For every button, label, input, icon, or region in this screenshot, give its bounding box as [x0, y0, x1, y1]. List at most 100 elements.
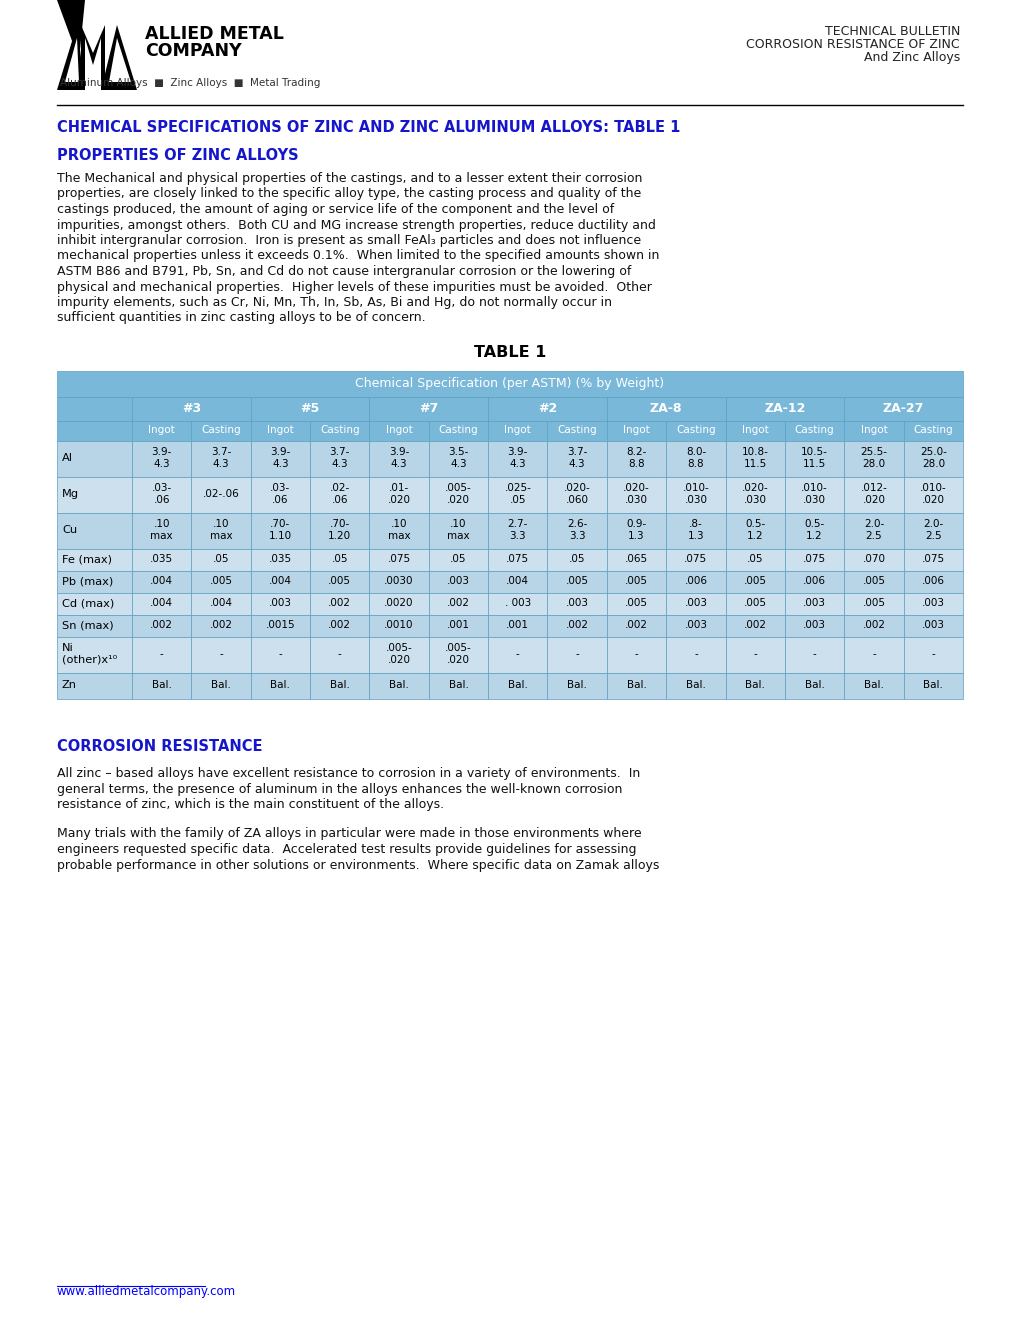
Text: #5: #5 — [301, 401, 319, 414]
Text: .0010: .0010 — [384, 620, 414, 630]
Text: 2.0-
2.5: 2.0- 2.5 — [922, 519, 943, 541]
Bar — [369, 441, 428, 477]
Bar — [844, 593, 903, 615]
Text: .003: .003 — [684, 598, 707, 609]
Bar — [369, 572, 428, 593]
Text: castings produced, the amount of aging or service life of the component and the : castings produced, the amount of aging o… — [57, 203, 613, 216]
Bar — [844, 615, 903, 638]
Text: .05: .05 — [746, 554, 763, 564]
Text: Ingot: Ingot — [741, 425, 768, 436]
Text: .065: .065 — [625, 554, 647, 564]
Text: .002: .002 — [209, 620, 232, 630]
Text: 8.0-
8.8: 8.0- 8.8 — [685, 447, 705, 469]
Bar — [606, 441, 665, 477]
Bar — [369, 638, 428, 673]
Bar — [547, 513, 606, 549]
Bar — [606, 421, 665, 441]
Text: .003: .003 — [446, 576, 470, 586]
Text: #3: #3 — [181, 401, 201, 414]
Bar — [428, 477, 488, 513]
Text: Ingot: Ingot — [148, 425, 175, 436]
Text: 3.5-
4.3: 3.5- 4.3 — [447, 447, 468, 469]
Text: www.alliedmetalcompany.com: www.alliedmetalcompany.com — [57, 1284, 235, 1298]
Text: Fe (max): Fe (max) — [62, 554, 112, 564]
Bar — [547, 441, 606, 477]
Text: .002: .002 — [446, 598, 470, 609]
Text: Bal.: Bal. — [507, 680, 527, 690]
Text: . 003: . 003 — [504, 598, 531, 609]
Text: 10.5-
11.5: 10.5- 11.5 — [800, 447, 827, 469]
Bar — [785, 638, 844, 673]
Text: -: - — [575, 649, 579, 659]
Polygon shape — [57, 0, 85, 59]
Text: -: - — [812, 649, 815, 659]
Bar — [547, 421, 606, 441]
Text: And Zinc Alloys: And Zinc Alloys — [863, 51, 959, 63]
Text: Zn: Zn — [62, 680, 76, 690]
Bar — [903, 638, 962, 673]
Bar — [428, 572, 488, 593]
Text: CORROSION RESISTANCE: CORROSION RESISTANCE — [57, 739, 262, 754]
Bar — [428, 593, 488, 615]
Bar — [844, 572, 903, 593]
Text: PROPERTIES OF ZINC ALLOYS: PROPERTIES OF ZINC ALLOYS — [57, 148, 299, 162]
Text: .10
max: .10 max — [210, 519, 232, 541]
Bar — [57, 673, 131, 700]
Text: .002: .002 — [625, 620, 647, 630]
Bar — [785, 593, 844, 615]
Bar — [192, 513, 251, 549]
Bar — [844, 673, 903, 700]
Text: .05: .05 — [331, 554, 347, 564]
Bar — [131, 593, 192, 615]
Bar — [488, 572, 547, 593]
Text: Casting: Casting — [676, 425, 715, 436]
Text: .010-
.030: .010- .030 — [801, 483, 827, 504]
Bar — [606, 572, 665, 593]
Bar — [131, 441, 192, 477]
Text: Casting: Casting — [794, 425, 834, 436]
Bar — [192, 421, 251, 441]
Text: Bal.: Bal. — [152, 680, 171, 690]
Text: .03-
.06: .03- .06 — [270, 483, 290, 504]
Text: impurity elements, such as Cr, Ni, Mn, Th, In, Sb, As, Bi and Hg, do not normall: impurity elements, such as Cr, Ni, Mn, T… — [57, 296, 611, 309]
Text: 2.6-
3.3: 2.6- 3.3 — [567, 519, 587, 541]
Text: 3.7-
4.3: 3.7- 4.3 — [211, 447, 231, 469]
Text: .002: .002 — [150, 620, 173, 630]
Bar — [369, 421, 428, 441]
Text: resistance of zinc, which is the main constituent of the alloys.: resistance of zinc, which is the main co… — [57, 799, 443, 810]
Text: Casting: Casting — [438, 425, 478, 436]
Bar — [665, 477, 725, 513]
Bar — [428, 441, 488, 477]
Text: .005-
.020: .005- .020 — [444, 643, 472, 665]
Text: Ingot: Ingot — [623, 425, 649, 436]
Bar — [428, 421, 488, 441]
Bar — [192, 638, 251, 673]
Text: -: - — [753, 649, 756, 659]
Bar — [251, 513, 310, 549]
Bar — [606, 615, 665, 638]
Text: 3.9-
4.3: 3.9- 4.3 — [388, 447, 409, 469]
Text: .005: .005 — [566, 576, 588, 586]
Text: .035: .035 — [269, 554, 291, 564]
Text: .03-
.06: .03- .06 — [152, 483, 171, 504]
Bar — [844, 638, 903, 673]
Text: sufficient quantities in zinc casting alloys to be of concern.: sufficient quantities in zinc casting al… — [57, 312, 425, 325]
Text: .005: .005 — [328, 576, 351, 586]
Text: 3.9-
4.3: 3.9- 4.3 — [152, 447, 171, 469]
Text: properties, are closely linked to the specific alloy type, the casting process a: properties, are closely linked to the sp… — [57, 187, 641, 201]
Text: -: - — [516, 649, 520, 659]
Bar — [606, 549, 665, 572]
Text: .001: .001 — [505, 620, 529, 630]
Text: Bal.: Bal. — [270, 680, 290, 690]
Text: Bal.: Bal. — [567, 680, 587, 690]
Bar — [131, 638, 192, 673]
Text: 2.0-
2.5: 2.0- 2.5 — [863, 519, 883, 541]
Text: .035: .035 — [150, 554, 173, 564]
Bar — [310, 477, 369, 513]
Text: .003: .003 — [802, 620, 825, 630]
Bar — [725, 513, 785, 549]
Text: CORROSION RESISTANCE OF ZINC: CORROSION RESISTANCE OF ZINC — [746, 38, 959, 51]
Bar — [785, 477, 844, 513]
Text: .010-
.020: .010- .020 — [919, 483, 946, 504]
Text: .002: .002 — [566, 620, 588, 630]
